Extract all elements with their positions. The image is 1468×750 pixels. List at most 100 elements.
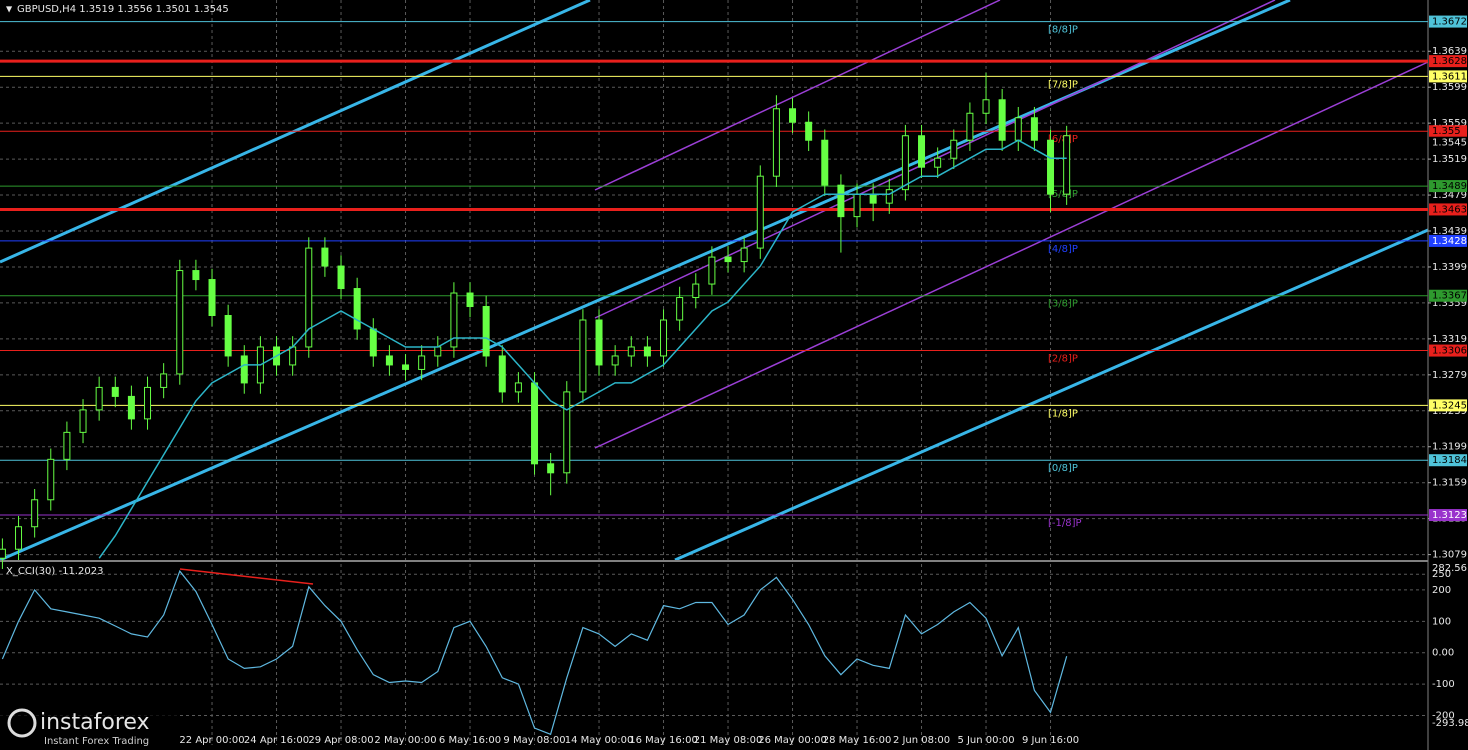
candle-body [627,346,635,357]
candle-body [563,391,571,474]
x-tick-label: 29 Apr 08:00 [308,735,373,746]
candle-body [998,99,1006,141]
candle-body [837,184,845,218]
level-price: 1.3245 [1432,400,1467,411]
y-tick-label: 0.00 [1432,648,1454,659]
candle-body [482,306,490,357]
y-tick-label: 1.3599 [1432,82,1467,93]
y-tick-label: -100 [1432,679,1455,690]
candle-body [31,499,39,528]
candle-body [353,288,361,330]
candle-body [853,193,861,218]
y-tick-label: -293.980 [1432,718,1468,729]
y-tick-label: 1.3159 [1432,478,1467,489]
level-badge [1429,399,1467,412]
x-tick-label: 16 May 16:00 [629,735,698,746]
candle-body [611,355,619,366]
candle-body [305,247,313,348]
cci-line [1,569,1068,736]
level-badge [1429,344,1467,357]
level-badge [1429,289,1467,302]
candle-body [63,431,71,460]
y-tick-label: 1.3359 [1432,298,1467,309]
level-price: 1.3184 [1432,455,1467,466]
level-price: 1.3628 [1432,56,1467,67]
candle-body [450,292,458,348]
y-tick-label: 1.3399 [1432,262,1467,273]
candle-body [224,315,232,357]
y-tick-label: 1.3079 [1432,550,1467,561]
watermark-tagline: Instant Forex Trading [44,736,149,747]
candle-body [595,319,603,366]
level-label: [5/8]P [1048,189,1078,200]
level-label: [0/8]P [1048,463,1078,474]
level-price: 1.3428 [1432,236,1467,247]
y-tick-label: 100 [1432,616,1451,627]
menu-arrow[interactable]: ▼ [6,5,13,14]
candle-body [885,189,893,204]
marks: 1.30791.31191.31591.31991.32391.32791.33… [0,15,1468,746]
candle-body [901,135,909,191]
divergence-line [179,568,314,585]
x-tick-label: 6 May 16:00 [439,735,501,746]
candle-body [385,355,393,366]
level-badge [1429,70,1467,83]
y-tick-label: 1.3319 [1432,334,1467,345]
candle-body [79,409,87,433]
x-tick-label: 2 Jun 08:00 [893,735,950,746]
level-price: 1.3672 [1432,17,1467,28]
level-label: [7/8]P [1048,79,1078,90]
candle-body [708,256,716,285]
watermark: instaforex Instant Forex Trading [0,706,180,750]
candle-body [531,382,539,465]
candle-body [321,247,329,267]
candle-body [240,355,248,384]
candle-body [724,256,732,263]
y-tick-label: 1.3639 [1432,46,1467,57]
level-badge [1429,55,1467,68]
candle-body [789,108,797,123]
y-tick-label: 1.3279 [1432,370,1467,381]
candle-body [95,386,103,411]
candle-body [547,463,555,474]
level-price: 1.3611 [1432,71,1467,82]
candle-body [402,364,410,370]
x-tick-label: 22 Apr 00:00 [179,735,244,746]
indicator-title: X_CCI(30) -11.2023 [6,566,103,577]
candle-body [192,270,200,281]
regression-line [594,61,1429,449]
level-price: 1.3123 [1432,510,1467,521]
last-price-badge [1429,136,1467,149]
candle-body [434,346,442,357]
candle-body [144,386,152,420]
candle-body [982,99,990,114]
level-badge [1429,454,1467,467]
x-tick-label: 21 May 08:00 [694,735,763,746]
candle-body [1014,117,1022,141]
y-tick-label: 1.3439 [1432,226,1467,237]
level-price: 1.3463 [1432,204,1467,215]
level-badge [1429,509,1467,522]
x-tick-label: 9 Jun 16:00 [1022,735,1079,746]
level-label: [6/8]P [1048,134,1078,145]
candle-body [1030,117,1038,141]
candle-body [418,355,426,370]
y-tick-label: -200 [1432,710,1455,721]
level-badge [1429,125,1467,138]
candle-body [160,373,168,388]
candle-body [676,297,684,321]
y-tick-label: 1.3199 [1432,442,1467,453]
level-price: 1.355 [1432,126,1461,137]
level-badge [1429,234,1467,247]
x-tick-label: 14 May 00:00 [565,735,634,746]
y-tick-label: 1.3559 [1432,118,1467,129]
y-tick-label: 200 [1432,585,1451,596]
level-label: [8/8]P [1048,25,1078,36]
x-tick-label: 24 Apr 16:00 [244,735,309,746]
watermark-logo [7,708,37,738]
candle-body [934,157,942,168]
candle-body [289,346,297,366]
candle-body [966,112,974,141]
level-label: [3/8]P [1048,299,1078,310]
level-badge [1429,180,1467,193]
